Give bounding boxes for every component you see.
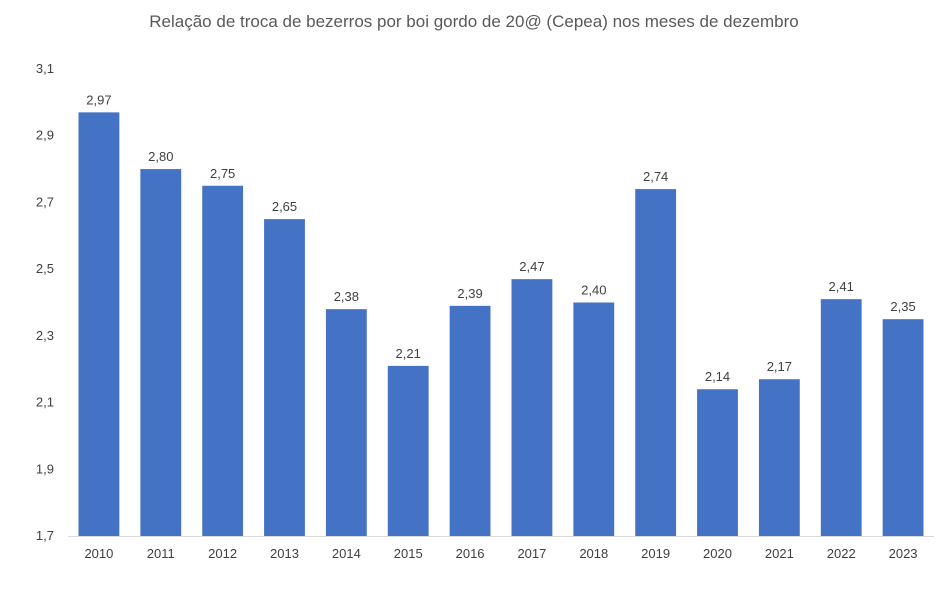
y-tick-label: 2,1 [36, 395, 54, 410]
bar-2021 [758, 379, 800, 536]
bar-2011 [140, 169, 182, 537]
data-label-2021: 2,17 [767, 359, 792, 374]
data-label-2019: 2,74 [643, 169, 668, 184]
x-tick-label-2015: 2015 [394, 546, 423, 561]
data-label-2010: 2,97 [86, 92, 111, 107]
data-label-2015: 2,21 [396, 346, 421, 361]
data-label-2016: 2,39 [457, 286, 482, 301]
bar-2019 [635, 189, 677, 537]
data-label-2020: 2,14 [705, 369, 730, 384]
y-tick-label: 2,5 [36, 261, 54, 276]
data-label-2022: 2,41 [829, 279, 854, 294]
x-tick-label-2010: 2010 [84, 546, 113, 561]
bar-2018 [573, 302, 615, 536]
x-axis: 2010 2011 2012 2013 2014 2015 2016 2017 2018 2019… [68, 536, 934, 561]
y-tick-label: 2,3 [36, 328, 54, 343]
y-tick-label: 2,9 [36, 128, 54, 143]
bar-2023 [882, 319, 924, 536]
bar-2012 [202, 185, 244, 536]
data-label-2013: 2,65 [272, 199, 297, 214]
x-tick-label-2014: 2014 [332, 546, 361, 561]
y-tick-label: 2,7 [36, 194, 54, 209]
bar-2013 [264, 219, 305, 536]
x-tick-label-2016: 2016 [456, 546, 485, 561]
y-tick-label: 1,7 [36, 528, 54, 543]
data-label-2017: 2,47 [519, 259, 544, 274]
bar-2022 [820, 299, 862, 536]
y-tick-label: 1,9 [36, 461, 54, 476]
x-tick-label-2017: 2017 [517, 546, 546, 561]
x-tick-label-2011: 2011 [147, 546, 175, 561]
bar-2020 [697, 389, 738, 536]
data-label-2012: 2,75 [210, 166, 235, 181]
data-label-2018: 2,40 [581, 283, 606, 298]
x-tick-label-2023: 2023 [889, 546, 918, 561]
bars-group: 2,97 2,80 2,75 2,65 2,38 2,21 2,39 2,47 2,40 2,74… [78, 92, 924, 537]
x-tick-label-2013: 2013 [270, 546, 299, 561]
bar-2014 [325, 309, 367, 536]
x-tick-label-2022: 2022 [827, 546, 856, 561]
y-axis: 1,7 1,9 2,1 2,3 2,5 2,7 2,9 3,1 [36, 61, 54, 543]
bar-2017 [511, 279, 553, 536]
data-label-2014: 2,38 [334, 289, 359, 304]
x-tick-label-2021: 2021 [765, 546, 794, 561]
x-tick-label-2019: 2019 [641, 546, 670, 561]
chart-title: Relação de troca de bezerros por boi gor… [149, 12, 798, 31]
x-tick-label-2020: 2020 [703, 546, 732, 561]
bar-2016 [449, 305, 491, 536]
y-tick-label: 3,1 [36, 61, 54, 76]
data-label-2023: 2,35 [890, 299, 915, 314]
bar-2015 [387, 365, 429, 536]
data-label-2011: 2,80 [148, 149, 173, 164]
bar-2010 [78, 112, 120, 536]
x-tick-label-2018: 2018 [579, 546, 608, 561]
x-tick-label-2012: 2012 [208, 546, 237, 561]
